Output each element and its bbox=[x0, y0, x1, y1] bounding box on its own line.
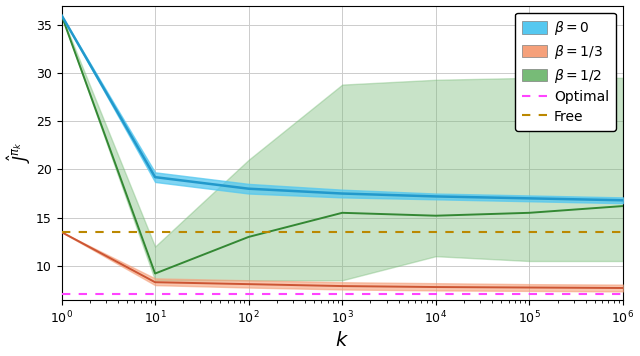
Y-axis label: $\hat{J}^{\pi_k}$: $\hat{J}^{\pi_k}$ bbox=[6, 142, 33, 163]
X-axis label: $k$: $k$ bbox=[335, 331, 349, 350]
Legend: $\beta = 0$, $\beta = 1/3$, $\beta = 1/2$, Optimal, Free: $\beta = 0$, $\beta = 1/3$, $\beta = 1/2… bbox=[515, 12, 616, 131]
